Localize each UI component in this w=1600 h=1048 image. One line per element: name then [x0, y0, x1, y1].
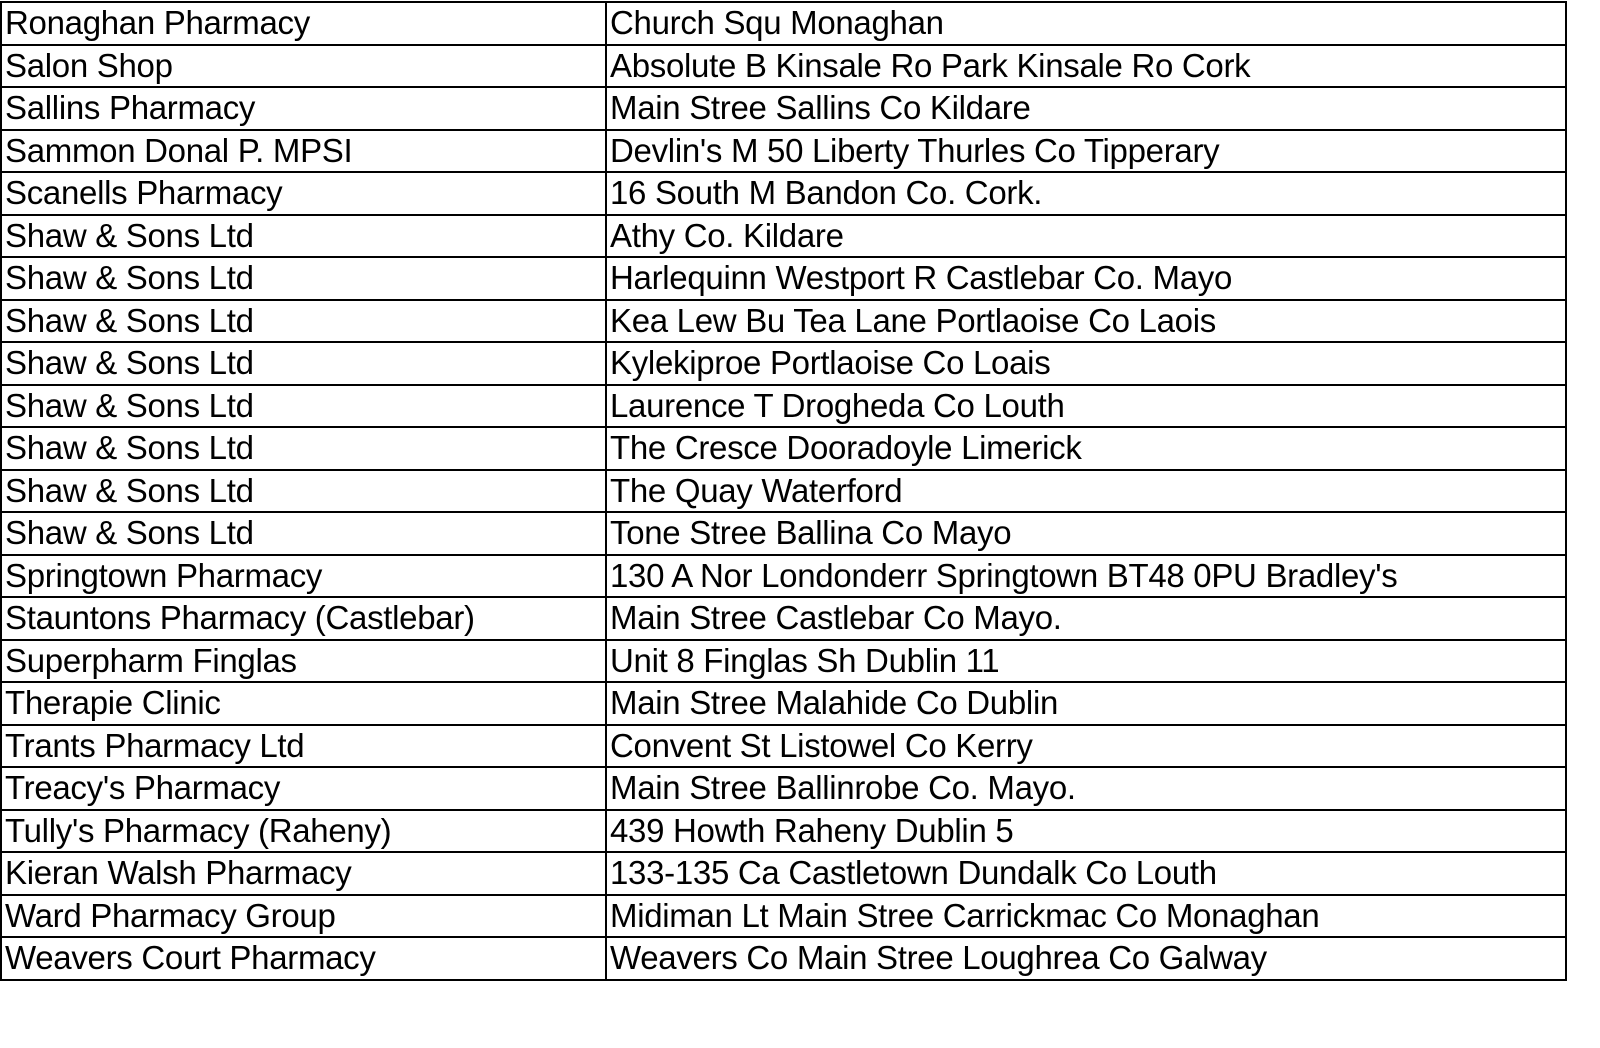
address-cell: Tone Stree Ballina Co Mayo — [605, 511, 1567, 556]
name-cell: Ronaghan Pharmacy — [0, 1, 607, 46]
name-cell: Shaw & Sons Ltd — [0, 383, 607, 428]
table-row: Ronaghan Pharmacy Church Squ Monaghan — [0, 1, 1567, 46]
name-cell: Sallins Pharmacy — [0, 86, 607, 131]
table-row: Scanells Pharmacy 16 South M Bandon Co. C… — [0, 171, 1567, 216]
name-cell: Springtown Pharmacy — [0, 553, 607, 598]
name-cell: Salon Shop — [0, 43, 607, 88]
name-cell: Shaw & Sons Ltd — [0, 213, 607, 258]
name-cell: Shaw & Sons Ltd — [0, 468, 607, 513]
table-row: Stauntons Pharmacy (Castlebar) Main Stree… — [0, 596, 1567, 641]
name-cell: Therapie Clinic — [0, 681, 607, 726]
table-row: Springtown Pharmacy 130 A Nor Londonderr … — [0, 553, 1567, 598]
address-cell: Convent St Listowel Co Kerry — [605, 723, 1567, 768]
name-cell: Ward Pharmacy Group — [0, 893, 607, 938]
name-cell: Shaw & Sons Ltd — [0, 298, 607, 343]
address-cell: Main Stree Ballinrobe Co. Mayo. — [605, 766, 1567, 811]
address-cell: Harlequinn Westport R Castlebar Co. Mayo — [605, 256, 1567, 301]
address-cell: Weavers Co Main Stree Loughrea Co Galway — [605, 936, 1567, 981]
table-row: Shaw & Sons Ltd Kylekiproe Portlaoise Co … — [0, 341, 1567, 386]
pharmacy-table: Ronaghan Pharmacy Church Squ Monaghan Salo… — [0, 1, 1567, 981]
name-cell: Shaw & Sons Ltd — [0, 256, 607, 301]
name-cell: Trants Pharmacy Ltd — [0, 723, 607, 768]
name-cell: Stauntons Pharmacy (Castlebar) — [0, 596, 607, 641]
name-cell: Shaw & Sons Ltd — [0, 341, 607, 386]
name-cell: Sammon Donal P. MPSI — [0, 128, 607, 173]
address-cell: Main Stree Castlebar Co Mayo. — [605, 596, 1567, 641]
address-cell: Kea Lew Bu Tea Lane Portlaoise Co Laois — [605, 298, 1567, 343]
address-cell: Absolute B Kinsale Ro Park Kinsale Ro Co… — [605, 43, 1567, 88]
table-row: Trants Pharmacy Ltd Convent St Listowel C… — [0, 723, 1567, 768]
table-row: Shaw & Sons Ltd Athy Co. Kildare — [0, 213, 1567, 258]
name-cell: Weavers Court Pharmacy — [0, 936, 607, 981]
address-cell: 439 Howth Raheny Dublin 5 — [605, 808, 1567, 853]
address-cell: 130 A Nor Londonderr Springtown BT48 0PU… — [605, 553, 1567, 598]
name-cell: Tully's Pharmacy (Raheny) — [0, 808, 607, 853]
table-row: Shaw & Sons Ltd The Quay Waterford — [0, 468, 1567, 513]
address-cell: Athy Co. Kildare — [605, 213, 1567, 258]
address-cell: 133-135 Ca Castletown Dundalk Co Louth — [605, 851, 1567, 896]
name-cell: Kieran Walsh Pharmacy — [0, 851, 607, 896]
address-cell: Church Squ Monaghan — [605, 1, 1567, 46]
name-cell: Shaw & Sons Ltd — [0, 511, 607, 556]
table-row: Superpharm Finglas Unit 8 Finglas Sh Dubl… — [0, 638, 1567, 683]
table-row: Sammon Donal P. MPSI Devlin's M 50 Libert… — [0, 128, 1567, 173]
table-row: Shaw & Sons Ltd Laurence T Drogheda Co Lo… — [0, 383, 1567, 428]
address-cell: Devlin's M 50 Liberty Thurles Co Tippera… — [605, 128, 1567, 173]
name-cell: Shaw & Sons Ltd — [0, 426, 607, 471]
table-row: Tully's Pharmacy (Raheny) 439 Howth Rahen… — [0, 808, 1567, 853]
address-cell: Laurence T Drogheda Co Louth — [605, 383, 1567, 428]
table-row: Salon Shop Absolute B Kinsale Ro Park Kin… — [0, 43, 1567, 88]
table-row: Treacy's Pharmacy Main Stree Ballinrobe C… — [0, 766, 1567, 811]
address-cell: Main Stree Malahide Co Dublin — [605, 681, 1567, 726]
table-row: Weavers Court Pharmacy Weavers Co Main St… — [0, 936, 1567, 981]
name-cell: Treacy's Pharmacy — [0, 766, 607, 811]
table-row: Shaw & Sons Ltd Kea Lew Bu Tea Lane Portl… — [0, 298, 1567, 343]
address-cell: The Cresce Dooradoyle Limerick — [605, 426, 1567, 471]
address-cell: The Quay Waterford — [605, 468, 1567, 513]
address-cell: 16 South M Bandon Co. Cork. — [605, 171, 1567, 216]
name-cell: Scanells Pharmacy — [0, 171, 607, 216]
table-row: Shaw & Sons Ltd Tone Stree Ballina Co May… — [0, 511, 1567, 556]
table-body: Ronaghan Pharmacy Church Squ Monaghan Salo… — [0, 1, 1567, 981]
table-row: Therapie Clinic Main Stree Malahide Co Du… — [0, 681, 1567, 726]
address-cell: Unit 8 Finglas Sh Dublin 11 — [605, 638, 1567, 683]
address-cell: Main Stree Sallins Co Kildare — [605, 86, 1567, 131]
table-row: Ward Pharmacy Group Midiman Lt Main Stree… — [0, 893, 1567, 938]
address-cell: Kylekiproe Portlaoise Co Loais — [605, 341, 1567, 386]
table-row: Kieran Walsh Pharmacy 133-135 Ca Castleto… — [0, 851, 1567, 896]
table-row: Sallins Pharmacy Main Stree Sallins Co Ki… — [0, 86, 1567, 131]
address-cell: Midiman Lt Main Stree Carrickmac Co Mona… — [605, 893, 1567, 938]
table-row: Shaw & Sons Ltd Harlequinn Westport R Cas… — [0, 256, 1567, 301]
name-cell: Superpharm Finglas — [0, 638, 607, 683]
table-row: Shaw & Sons Ltd The Cresce Dooradoyle Lim… — [0, 426, 1567, 471]
